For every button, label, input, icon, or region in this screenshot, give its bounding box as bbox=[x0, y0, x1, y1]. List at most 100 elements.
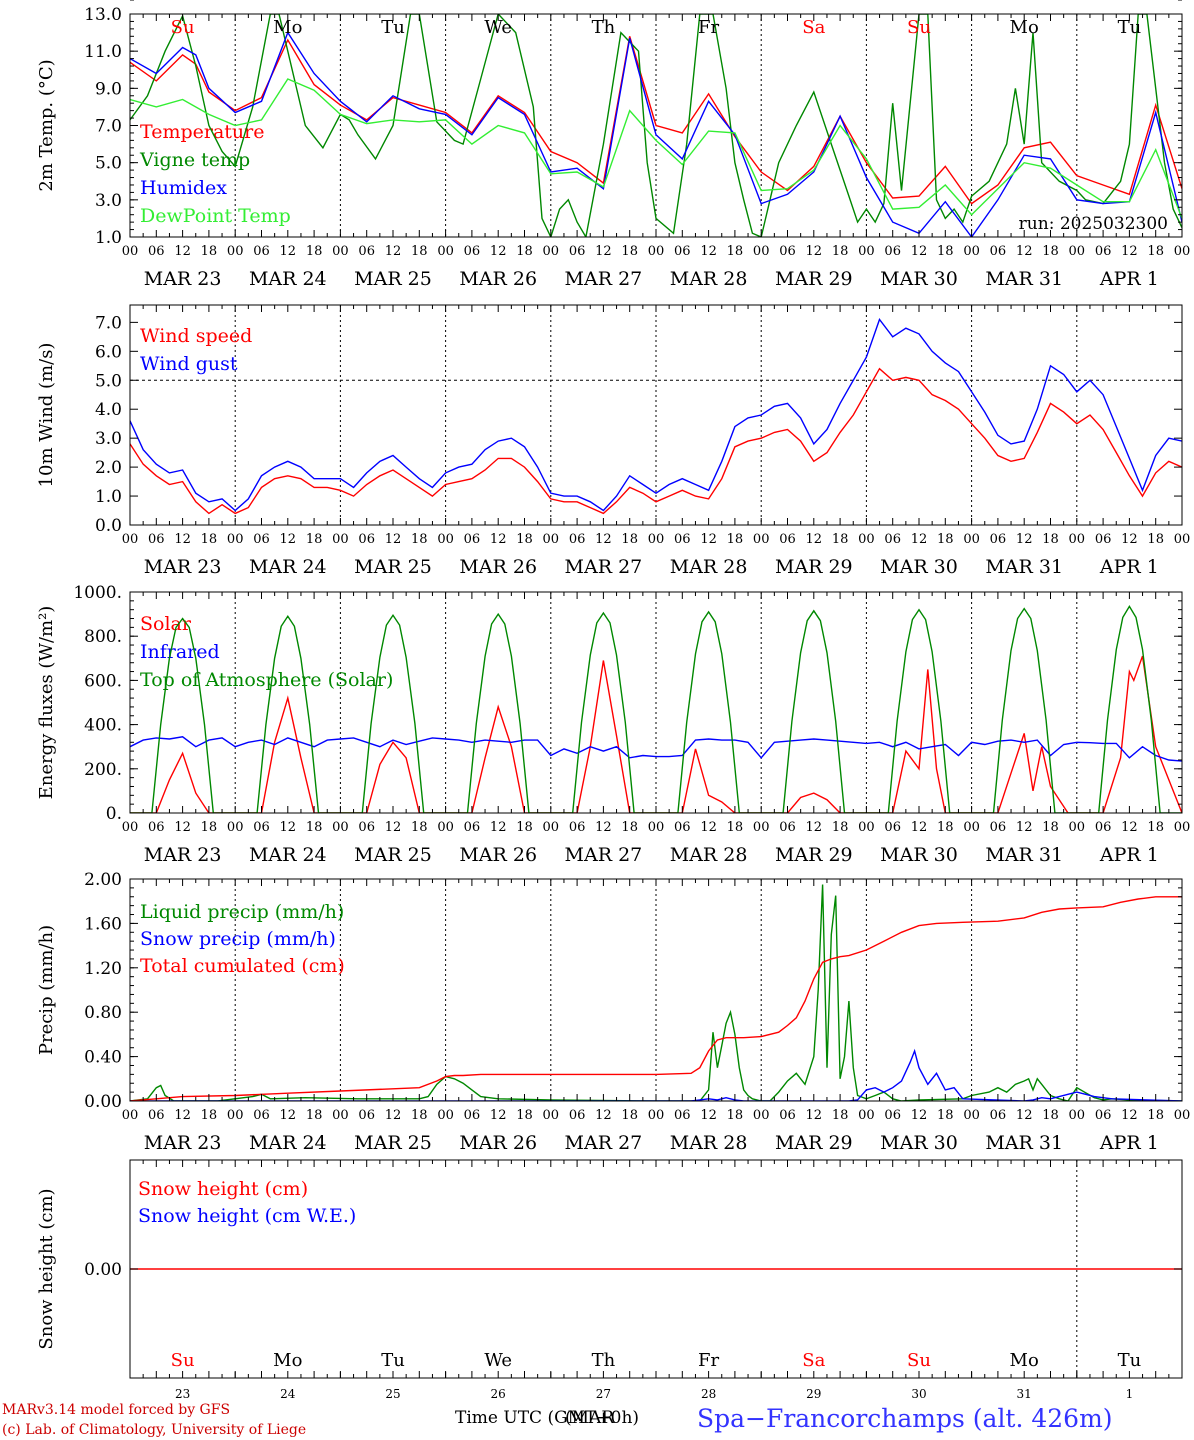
weekday-label-bottom: Tu bbox=[381, 1350, 405, 1371]
legend-entry: Snow precip (mm/h) bbox=[140, 928, 336, 950]
x-hour-label: 18 bbox=[411, 1108, 428, 1123]
x-hour-label: 12 bbox=[280, 244, 297, 259]
x-hour-label: 18 bbox=[411, 820, 428, 835]
x-hour-label: 00 bbox=[963, 820, 980, 835]
y-axis-title: Snow height (cm) bbox=[36, 1188, 57, 1349]
x-hour-label: 12 bbox=[911, 820, 928, 835]
x-hour-label: 06 bbox=[1095, 1108, 1112, 1123]
panel-energy: Solar Infrared Top of Atmosphere (Solar) 0.… bbox=[36, 583, 1190, 866]
x-hour-label: 00 bbox=[543, 532, 560, 547]
x-hour-label: 12 bbox=[1121, 820, 1138, 835]
y-tick-label: 400. bbox=[84, 716, 122, 736]
x-hour-label: 06 bbox=[990, 532, 1007, 547]
x-hour-label: 18 bbox=[1042, 532, 1059, 547]
x-hour-label: 06 bbox=[674, 1108, 691, 1123]
x-hour-label: 12 bbox=[1121, 532, 1138, 547]
x-day-label: MAR 31 bbox=[985, 268, 1063, 290]
y-tick-label: 1.0 bbox=[95, 228, 122, 248]
weekday-label-bottom: Th bbox=[592, 1350, 616, 1371]
series-line-temp-2 bbox=[130, 31, 1182, 237]
x-day-label: MAR 27 bbox=[565, 1132, 643, 1154]
y-tick-label: 2.0 bbox=[95, 458, 122, 478]
day-number-label: 31 bbox=[1017, 1387, 1032, 1401]
x-hour-label: 00 bbox=[122, 244, 139, 259]
legend-entry: Temperature bbox=[140, 121, 264, 143]
series-line-energy-0 bbox=[130, 655, 1182, 813]
x-hour-label: 12 bbox=[806, 244, 823, 259]
x-hour-label: 18 bbox=[201, 1108, 218, 1123]
x-hour-label: 12 bbox=[490, 820, 507, 835]
y-tick-label: 1.20 bbox=[84, 959, 122, 979]
x-hour-label: 00 bbox=[648, 820, 665, 835]
x-hour-label: 18 bbox=[306, 820, 323, 835]
x-hour-label: 06 bbox=[884, 1108, 901, 1123]
x-day-label: MAR 23 bbox=[144, 268, 222, 290]
day-number-label: 30 bbox=[911, 1387, 926, 1401]
weekday-label-bottom: Fr bbox=[698, 1350, 719, 1371]
x-hour-label: 18 bbox=[832, 1108, 849, 1123]
x-hour-label: 00 bbox=[858, 1108, 875, 1123]
x-hour-label: 06 bbox=[569, 244, 586, 259]
x-day-label: MAR 29 bbox=[775, 844, 853, 866]
x-hour-label: 12 bbox=[595, 1108, 612, 1123]
x-hour-label: 18 bbox=[306, 244, 323, 259]
x-hour-label: 12 bbox=[911, 1108, 928, 1123]
x-hour-label: 00 bbox=[122, 532, 139, 547]
x-hour-label: 18 bbox=[727, 532, 744, 547]
x-hour-label: 06 bbox=[148, 1108, 165, 1123]
x-hour-label: 18 bbox=[621, 532, 638, 547]
x-hour-label: 06 bbox=[990, 820, 1007, 835]
panel-precip: Liquid precip (mm/h) Snow precip (mm/h) To… bbox=[36, 870, 1190, 1154]
x-day-label: MAR 25 bbox=[354, 844, 432, 866]
x-day-label: MAR 28 bbox=[670, 844, 748, 866]
x-hour-label: 06 bbox=[674, 244, 691, 259]
x-day-label: MAR 28 bbox=[670, 1132, 748, 1154]
day-number-label: 24 bbox=[280, 1387, 296, 1401]
legend-entry: Total cumulated (cm) bbox=[140, 955, 345, 977]
panel-temp: Temperature Vigne temp Humidex DewPoint Tem… bbox=[36, 5, 1190, 290]
x-hour-label: 12 bbox=[280, 1108, 297, 1123]
x-hour-label: 06 bbox=[569, 1108, 586, 1123]
x-hour-label: 00 bbox=[858, 532, 875, 547]
y-tick-label: 7.0 bbox=[95, 117, 122, 137]
x-day-label: MAR 28 bbox=[670, 268, 748, 290]
x-hour-label: 12 bbox=[911, 532, 928, 547]
x-hour-label: 18 bbox=[727, 1108, 744, 1123]
x-hour-label: 00 bbox=[332, 244, 349, 259]
x-hour-label: 12 bbox=[385, 820, 402, 835]
day-number-label: 1 bbox=[1126, 1387, 1134, 1401]
x-day-label: MAR 24 bbox=[249, 1132, 327, 1154]
x-hour-label: 06 bbox=[253, 532, 270, 547]
x-hour-label: 12 bbox=[490, 244, 507, 259]
x-hour-label: 06 bbox=[779, 820, 796, 835]
y-axis-title: 2m Temp. (°C) bbox=[36, 59, 57, 191]
x-hour-label: 00 bbox=[963, 1108, 980, 1123]
y-tick-label: 1.60 bbox=[84, 914, 122, 934]
legend-entry: DewPoint Temp bbox=[140, 205, 291, 227]
legend-entry: Vigne temp bbox=[139, 149, 250, 171]
x-hour-label: 12 bbox=[385, 1108, 402, 1123]
y-tick-label: 200. bbox=[84, 760, 122, 780]
x-hour-label: 00 bbox=[543, 244, 560, 259]
x-hour-label: 12 bbox=[174, 1108, 191, 1123]
x-day-label: MAR 30 bbox=[880, 556, 958, 578]
weekday-label: We bbox=[484, 17, 512, 38]
x-hour-label: 18 bbox=[937, 1108, 954, 1123]
day-number-label: 29 bbox=[806, 1387, 821, 1401]
x-hour-label: 12 bbox=[806, 1108, 823, 1123]
x-hour-label: 12 bbox=[490, 532, 507, 547]
x-day-label: MAR 26 bbox=[459, 268, 537, 290]
series-line-wind-1 bbox=[130, 318, 1182, 512]
x-hour-label: 06 bbox=[1095, 532, 1112, 547]
y-tick-label: 3.0 bbox=[95, 191, 122, 211]
weekday-label: Su bbox=[171, 17, 195, 38]
x-hour-label: 12 bbox=[174, 532, 191, 547]
x-hour-label: 18 bbox=[201, 244, 218, 259]
x-hour-label: 00 bbox=[1069, 244, 1086, 259]
panel-snow: Snow height (cm)Snow height (cm W.E.)0.0… bbox=[36, 0, 1183, 1401]
x-hour-label: 12 bbox=[490, 1108, 507, 1123]
x-day-label: MAR 31 bbox=[985, 844, 1063, 866]
day-number-label: 27 bbox=[596, 1387, 611, 1401]
weekday-label: Th bbox=[592, 17, 616, 38]
weekday-label-bottom: Sa bbox=[802, 1350, 825, 1371]
